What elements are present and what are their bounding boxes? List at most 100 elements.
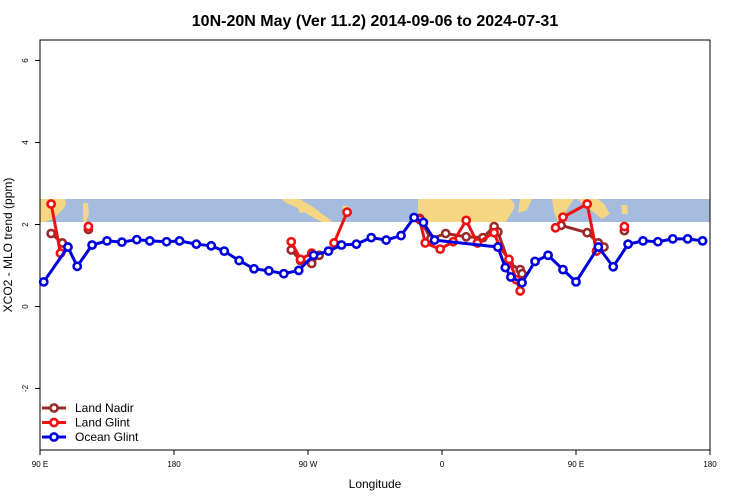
ocean-glint-point	[323, 246, 334, 257]
land-nadir-point	[306, 258, 317, 269]
ocean-glint-point	[264, 265, 274, 276]
ocean-glint-point	[652, 236, 663, 247]
land-glint-point	[420, 238, 431, 248]
ocean-glint-point	[623, 239, 634, 250]
ocean-glint-point	[517, 277, 527, 288]
legend-marker-ocean-glint	[49, 432, 59, 442]
ocean-glint-point	[697, 235, 708, 246]
y-tick-label: 6	[21, 58, 30, 63]
land-shape	[552, 199, 574, 222]
legend-marker-land-glint	[49, 417, 59, 428]
series-layer	[38, 199, 708, 296]
x-tick-label: 90 E	[32, 460, 48, 469]
ocean-glint-point	[429, 235, 440, 245]
land-glint-point	[286, 236, 297, 247]
chart-title: 10N-20N May (Ver 11.2) 2014-09-06 to 202…	[192, 13, 559, 30]
land-nadir-point	[582, 227, 593, 238]
plot-frame	[39, 39, 711, 451]
ocean-glint-point	[308, 250, 319, 261]
land-shape	[418, 199, 515, 222]
y-tick-label: 4	[21, 140, 30, 145]
ocean-glint-point	[161, 236, 172, 247]
x-tick-label: 180	[703, 460, 717, 469]
land-glint-line	[332, 211, 349, 244]
land-nadir-line	[418, 217, 524, 275]
land-glint-point	[550, 222, 561, 233]
x-tick-label: 90 W	[299, 460, 318, 469]
land-nadir-point	[517, 268, 527, 279]
ocean-glint-point	[593, 242, 604, 252]
ocean-glint-point	[682, 233, 693, 244]
ocean-glint-point	[144, 235, 155, 246]
land-glint-point	[295, 254, 306, 265]
ocean-glint-point	[336, 240, 347, 250]
land-glint-point	[342, 207, 352, 218]
ocean-glint-point	[38, 276, 49, 287]
land-glint-point	[83, 221, 94, 232]
ocean-glint-point	[102, 235, 112, 246]
ocean-glint-point	[131, 234, 142, 245]
land-shape	[518, 199, 532, 213]
ocean-glint-point	[418, 217, 429, 228]
land-nadir-point	[46, 228, 57, 239]
land-glint-point	[504, 254, 514, 265]
ocean-glint-point	[72, 261, 83, 272]
y-axis: -2 0 2 4 6	[21, 58, 40, 392]
ocean-glint-point	[116, 237, 127, 248]
land-glint-point	[461, 215, 472, 226]
ocean-glint-point	[219, 246, 230, 257]
land-glint-point	[435, 244, 446, 254]
ocean-glint-point	[366, 232, 377, 243]
land-masses	[40, 199, 628, 222]
y-axis-label: XCO2 - MLO trend (ppm)	[1, 178, 15, 313]
ocean-glint-point	[87, 240, 98, 250]
ocean-glint-point	[278, 268, 289, 279]
land-glint-line	[554, 202, 598, 252]
ocean-glint-point	[206, 240, 217, 251]
legend-label-land-nadir: Land Nadir	[75, 401, 134, 415]
x-axis-label: Longitude	[349, 477, 402, 491]
ocean-glint-point	[638, 235, 648, 246]
land-glint-line	[418, 218, 522, 292]
ocean-glint-point	[174, 235, 185, 246]
land-glint-point	[329, 238, 339, 248]
land-shape	[83, 203, 89, 222]
x-tick-label: 180	[167, 460, 181, 469]
land-glint-line	[49, 203, 62, 254]
land-glint-point	[46, 199, 57, 209]
ocean-glint-point	[608, 261, 619, 272]
ocean-glint-point	[409, 212, 419, 223]
ocean-glint-point	[667, 233, 678, 244]
ocean-glint-point	[234, 255, 245, 266]
x-tick-label: 0	[440, 460, 445, 469]
ocean-glint-point	[396, 230, 406, 241]
world-map-band	[40, 199, 710, 222]
ocean-glint-point	[543, 250, 553, 261]
ocean-background	[40, 199, 710, 222]
ocean-glint-point	[293, 265, 304, 276]
x-tick-label: 90 E	[568, 460, 584, 469]
land-glint-point	[582, 199, 593, 209]
ocean-glint-point	[191, 239, 202, 250]
land-glint-point	[619, 221, 630, 232]
x-axis: 90 E 180 90 W 0 90 E 180	[32, 450, 717, 469]
land-shape	[298, 208, 308, 213]
ocean-glint-point	[492, 242, 503, 252]
y-tick-label: -2	[21, 384, 30, 392]
legend-label-land-glint: Land Glint	[75, 416, 130, 430]
land-nadir-point	[440, 228, 451, 239]
ocean-glint-point	[500, 262, 511, 273]
y-tick-label: 0	[21, 304, 30, 309]
legend-marker-land-nadir	[49, 403, 59, 413]
ocean-glint-point	[571, 276, 581, 287]
y-tick-label: 2	[21, 222, 30, 227]
land-shape	[621, 205, 628, 214]
ocean-glint-point	[351, 239, 362, 250]
ocean-glint-point	[558, 264, 568, 275]
land-glint-point	[489, 227, 500, 238]
ocean-glint-point	[530, 256, 540, 267]
ocean-glint-point	[505, 272, 516, 282]
ocean-glint-point	[249, 263, 259, 274]
